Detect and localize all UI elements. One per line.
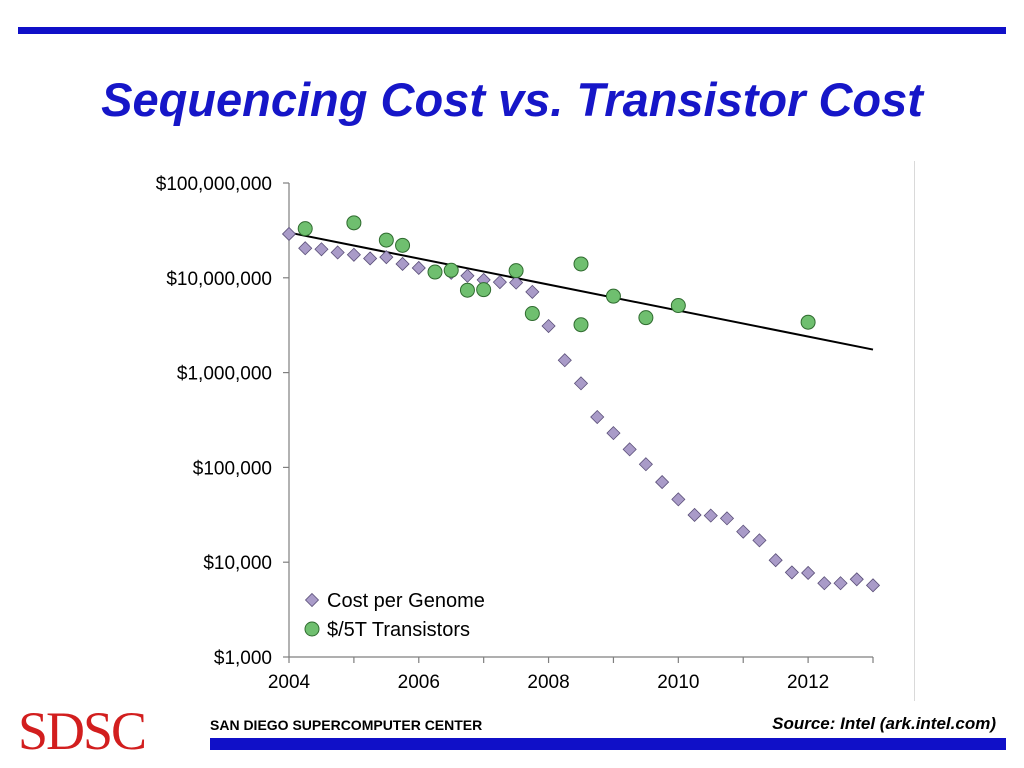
genome-cost-point	[817, 576, 832, 591]
bottom-accent-bar	[210, 738, 1006, 750]
genome-cost-point	[363, 251, 378, 266]
genome-cost-point	[752, 533, 767, 548]
x-tick-label: 2010	[657, 672, 699, 693]
genome-cost-point	[557, 353, 572, 368]
chart-legend: Cost per Genome $/5T Transistors	[304, 590, 485, 641]
transistor-cost-point	[427, 264, 443, 280]
transistor-cost-point	[459, 282, 475, 298]
sdsc-logo: SDSC	[18, 701, 147, 761]
chart-axes: $100,000,000 $10,000,000 $1,000,000 $100,00…	[156, 174, 874, 693]
genome-cost-point	[281, 226, 297, 242]
genome-cost-point	[801, 565, 816, 581]
genome-cost-point	[687, 507, 702, 523]
genome-cost-point	[525, 284, 540, 299]
genome-cost-point	[346, 247, 361, 262]
genome-cost-point	[833, 576, 848, 591]
data-points	[281, 215, 881, 593]
transistor-cost-point	[524, 306, 540, 322]
transistor-cost-point	[476, 282, 492, 298]
genome-cost-point	[849, 572, 864, 587]
top-accent-bar	[18, 27, 1006, 34]
genome-cost-point	[492, 275, 507, 290]
genome-cost-point	[638, 457, 653, 472]
source-citation: Source: Intel (ark.intel.com)	[772, 714, 996, 733]
y-tick-label: $10,000,000	[166, 269, 272, 290]
genome-cost-point	[719, 511, 735, 526]
legend-transistor-label: $/5T Transistors	[327, 619, 470, 641]
legend-genome-label: Cost per Genome	[327, 590, 485, 612]
transistor-cost-point	[573, 256, 589, 272]
chart-container: $100,000,000 $10,000,000 $1,000,000 $100,00…	[110, 161, 915, 701]
genome-cost-point	[655, 475, 670, 490]
x-tick-label: 2008	[527, 672, 569, 693]
legend-genome-marker	[304, 592, 320, 608]
transistor-cost-point	[800, 314, 816, 330]
slide-title: Sequencing Cost vs. Transistor Cost	[101, 73, 923, 126]
genome-cost-point	[703, 508, 718, 523]
genome-cost-point	[314, 242, 329, 257]
transistor-cost-point	[573, 317, 589, 333]
y-tick-label: $100,000	[193, 458, 272, 479]
genome-cost-point	[590, 409, 605, 425]
genome-cost-point	[298, 241, 313, 256]
genome-cost-point	[411, 260, 426, 276]
y-tick-label: $10,000	[203, 553, 272, 574]
transistor-cost-point	[638, 310, 654, 326]
y-tick-label: $1,000	[214, 648, 272, 669]
genome-cost-point	[330, 245, 345, 260]
y-tick-label: $100,000,000	[156, 174, 272, 195]
genome-cost-point	[865, 578, 881, 593]
chart: $100,000,000 $10,000,000 $1,000,000 $100,00…	[156, 174, 881, 693]
transistor-cost-point	[378, 232, 394, 248]
x-tick-label: 2012	[787, 672, 829, 693]
transistor-cost-point	[443, 262, 459, 278]
transistor-cost-point	[346, 215, 362, 231]
genome-cost-point	[509, 275, 524, 290]
organization-name: SAN DIEGO SUPERCOMPUTER CENTER	[210, 717, 483, 733]
genome-cost-point	[671, 492, 686, 507]
genome-cost-point	[736, 524, 751, 539]
genome-cost-point	[379, 250, 394, 265]
genome-cost-point	[395, 256, 410, 272]
transistor-cost-point	[508, 263, 524, 279]
transistor-cost-point	[670, 298, 686, 314]
legend-transistor-marker	[304, 621, 320, 637]
genome-cost-point	[541, 318, 556, 334]
genome-cost-point	[784, 565, 799, 580]
transistor-cost-point	[395, 237, 411, 253]
genome-cost-point	[460, 268, 475, 283]
transistor-cost-point	[605, 288, 621, 304]
genome-cost-point	[573, 376, 589, 391]
genome-cost-point	[768, 553, 783, 568]
transistor-cost-point	[297, 221, 313, 237]
y-tick-label: $1,000,000	[177, 364, 272, 385]
genome-cost-point	[622, 442, 637, 457]
genome-cost-point	[606, 426, 621, 441]
x-tick-label: 2006	[398, 672, 440, 693]
x-tick-label: 2004	[268, 672, 311, 693]
